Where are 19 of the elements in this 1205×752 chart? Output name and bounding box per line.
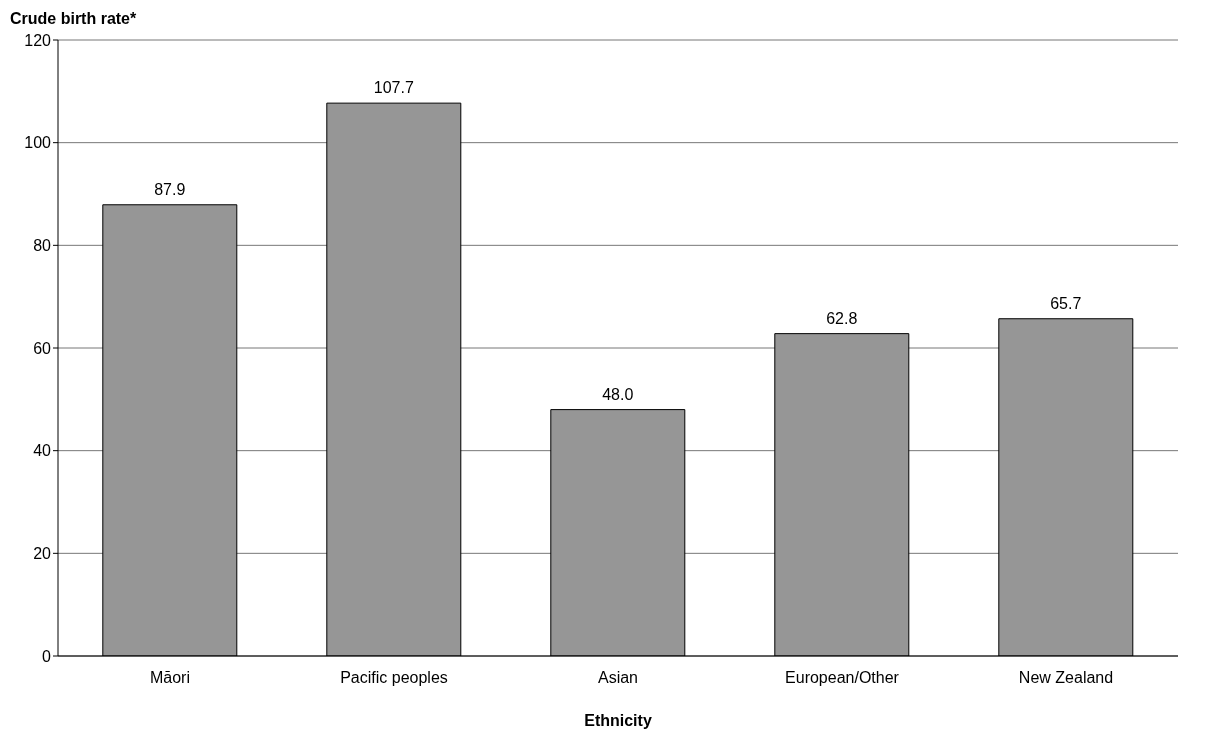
- y-tick-label: 120: [24, 31, 52, 49]
- x-axis-title: Ethnicity: [584, 712, 652, 729]
- y-tick-label: 60: [33, 339, 52, 357]
- y-tick-label: 20: [33, 545, 52, 563]
- y-tick-label: 0: [42, 647, 52, 665]
- x-tick-label: New Zealand: [1018, 669, 1114, 687]
- y-tick-label: 100: [24, 134, 52, 152]
- data-label: 65.7: [1050, 294, 1082, 312]
- x-tick-label: European/Other: [785, 669, 900, 687]
- y-tick-label: 80: [33, 237, 52, 255]
- data-label: 48.0: [602, 385, 634, 403]
- x-tick-label: Pacific peoples: [340, 669, 448, 687]
- data-label: 107.7: [373, 79, 414, 97]
- data-label: 87.9: [154, 180, 186, 198]
- y-tick-label: 40: [33, 442, 52, 460]
- x-tick-label: Asian: [597, 669, 639, 687]
- y-axis-title: Crude birth rate*: [10, 10, 137, 28]
- data-label: 62.8: [826, 309, 858, 327]
- x-tick-label: Māori: [149, 669, 191, 687]
